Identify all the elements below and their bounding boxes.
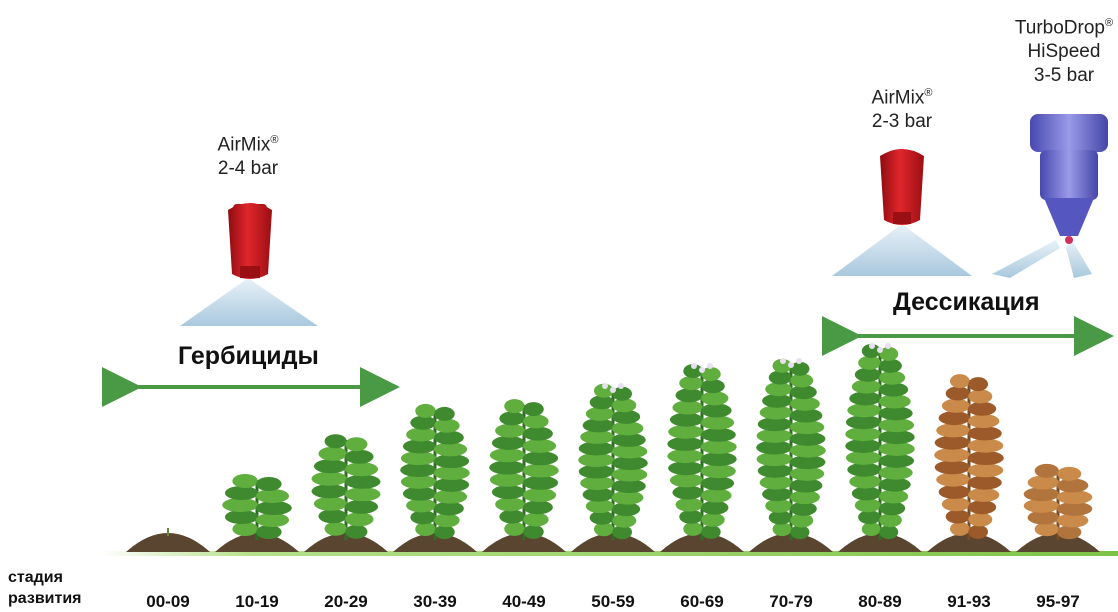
nozzle-pressure: 2-3 bar — [871, 111, 933, 133]
stage-code: 10-19 — [235, 592, 279, 611]
registered-mark: ® — [924, 87, 933, 99]
stage-code: 91-93 — [947, 592, 991, 611]
stage-code: 80-89 — [858, 592, 902, 611]
stage-code: 60-69 — [680, 592, 724, 611]
registered-mark: ® — [1105, 17, 1114, 29]
airmix-nozzle-1-icon — [180, 203, 318, 326]
nozzle-label-turbodrop: TurboDrop® HiSpeed 3-5 bar — [1012, 11, 1116, 88]
nozzle-pressure: 2-4 bar — [217, 158, 279, 180]
plant-stage-40-49 — [482, 399, 566, 552]
plant-stage-95-97 — [1016, 463, 1100, 552]
plant-stage-00-09 — [126, 528, 210, 552]
plant-stage-70-79 — [749, 358, 833, 552]
plant-stage-91-93 — [927, 374, 1011, 552]
plant-stage-10-19 — [215, 474, 299, 552]
airmix-nozzle-2-icon — [832, 149, 972, 276]
herbicides-label: Гербициды — [178, 342, 319, 370]
registered-mark: ® — [270, 134, 279, 146]
stage-code: 70-79 — [769, 592, 813, 611]
stage-code: 00-09 — [146, 592, 190, 611]
desiccation-label: Дессикация — [893, 288, 1040, 316]
nozzle-series: HiSpeed — [1027, 41, 1101, 63]
stage-axis-title: стадия развития — [8, 567, 82, 609]
stage-title-line2: развития — [8, 590, 82, 607]
plant-stage-30-39 — [393, 403, 477, 552]
ground-line — [100, 551, 1118, 556]
nozzle-label-airmix-2: AirMix® 2-3 bar — [856, 81, 948, 134]
plant-stage-80-89 — [838, 343, 922, 552]
nozzle-pressure: 3-5 bar — [1033, 65, 1095, 87]
plant-stage-60-69 — [660, 363, 744, 552]
stage-code: 20-29 — [324, 592, 368, 611]
nozzle-name: TurboDrop — [1014, 17, 1105, 39]
turbodrop-nozzle-icon — [992, 114, 1108, 278]
nozzle-name: AirMix — [217, 134, 271, 156]
stage-code: 50-59 — [591, 592, 635, 611]
stage-code: 95-97 — [1036, 592, 1080, 611]
stage-title-line1: стадия — [8, 569, 63, 586]
plant-stages — [126, 343, 1100, 552]
nozzle-name: AirMix — [871, 87, 925, 109]
plant-stage-50-59 — [571, 383, 655, 552]
stage-code: 40-49 — [502, 592, 546, 611]
plant-stage-20-29 — [304, 434, 388, 552]
nozzle-label-airmix-1: AirMix® 2-4 bar — [203, 128, 293, 181]
stage-code: 30-39 — [413, 592, 457, 611]
